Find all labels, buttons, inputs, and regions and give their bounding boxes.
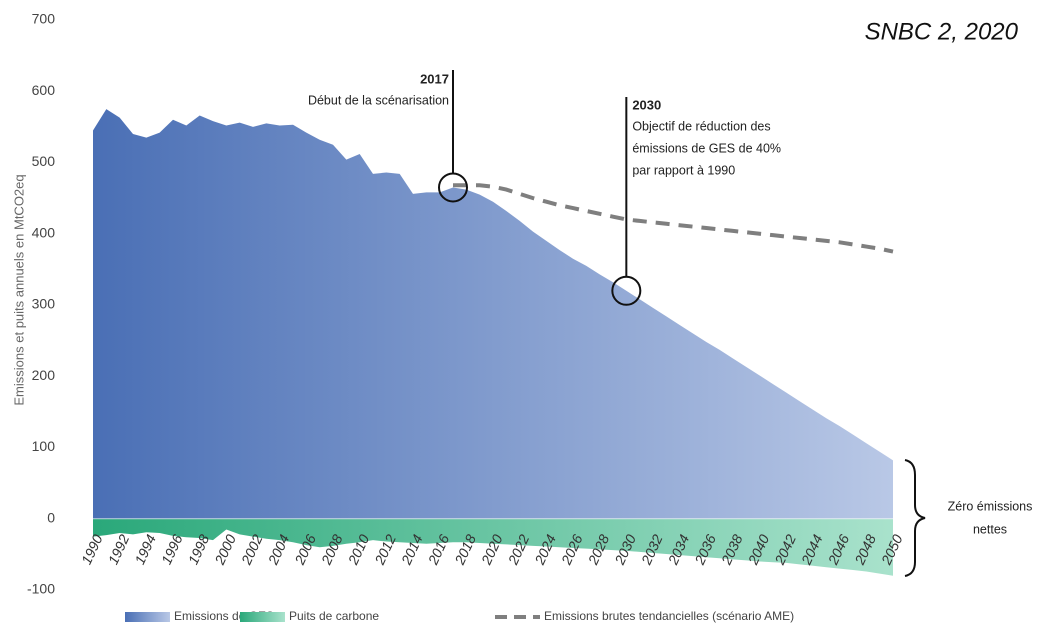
y-tick-label: 200 <box>32 367 56 383</box>
annotation-circle <box>438 172 468 203</box>
y-tick-label: 300 <box>32 296 56 312</box>
y-tick-label: 400 <box>32 224 56 240</box>
annotation-text: Début de la scénarisation <box>308 93 449 107</box>
y-tick-label: 700 <box>32 11 56 27</box>
area <box>93 518 893 576</box>
brace-label: Zéro émissions <box>948 499 1033 513</box>
brace-label: nettes <box>973 522 1007 536</box>
line <box>453 183 894 254</box>
y-tick-label: -100 <box>27 581 55 597</box>
x-tick-label: 1990 <box>78 532 106 567</box>
y-tick-label: 0 <box>47 509 55 525</box>
area <box>93 109 893 519</box>
x-tick-label: 2002 <box>238 532 266 568</box>
brace <box>904 459 926 577</box>
annotation-text: Objectif de réduction des <box>632 119 770 133</box>
annotation-text: émissions de GES de 40% <box>632 141 781 155</box>
y-axis-label: Emissions et puits annuels en MtCO2eq <box>11 174 26 405</box>
annotation-year: 2030 <box>632 97 661 112</box>
annotation-text: par rapport à 1990 <box>632 163 735 177</box>
x-tick-label: 1996 <box>158 532 186 567</box>
y-tick-label: 500 <box>32 153 56 169</box>
chart-title: SNBC 2, 2020 <box>865 18 1019 45</box>
y-tick-label: 100 <box>32 438 56 454</box>
annotation-circle <box>611 275 642 306</box>
legend-swatch <box>125 612 170 622</box>
x-tick-label: 1994 <box>131 532 159 567</box>
legend-label: Puits de carbone <box>289 609 379 623</box>
legend-swatch <box>240 612 285 622</box>
y-tick-label: 600 <box>32 82 56 98</box>
legend-label: Emissions brutes tendancielles (scénario… <box>544 609 794 623</box>
x-tick-label: 1992 <box>105 532 133 567</box>
annotation-year: 2017 <box>420 71 449 86</box>
